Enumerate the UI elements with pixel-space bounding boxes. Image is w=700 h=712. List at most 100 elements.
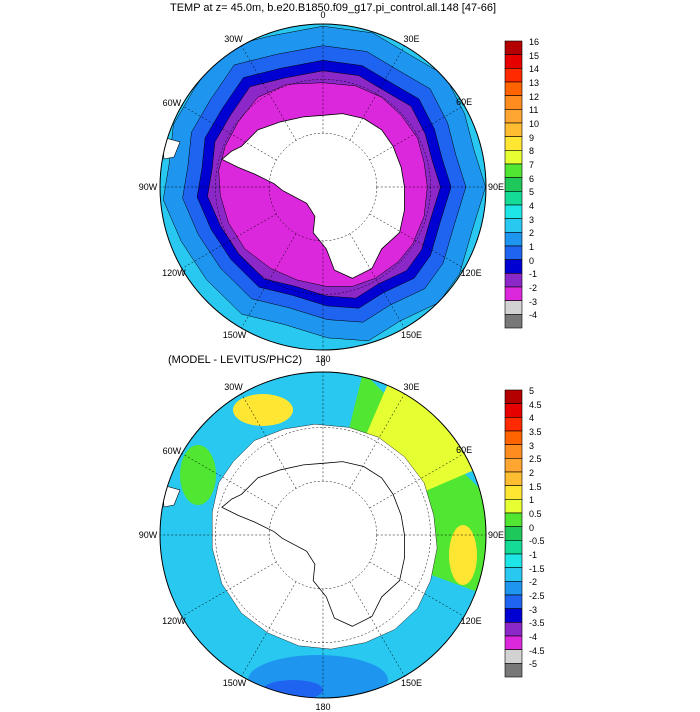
colorbar-box: [504, 54, 523, 69]
colorbar-label: -3.5: [529, 618, 545, 629]
colorbar-label: 5: [529, 187, 535, 198]
antarctica-coastline: [221, 461, 405, 627]
colorbar-box: [504, 526, 523, 541]
colorbar-box: [504, 567, 523, 582]
colorbar-box: [504, 204, 523, 219]
colorbar-label: 3: [529, 214, 535, 225]
longitude-label: 90W: [138, 182, 158, 192]
colorbar-box: [504, 95, 523, 110]
colorbar-box: [504, 512, 523, 527]
colorbar-label: 1.5: [529, 481, 542, 492]
colorbar: [504, 389, 523, 678]
colorbar-label: -2.5: [529, 591, 545, 601]
longitude-label: 30E: [403, 381, 420, 392]
colorbar-label: 4: [529, 413, 535, 424]
colorbar-label: -0.5: [529, 536, 545, 547]
colorbar-label: 11: [529, 105, 539, 116]
colorbar-box: [504, 177, 523, 192]
colorbar-label: 13: [529, 78, 540, 88]
colorbar-label: 5: [529, 386, 535, 396]
longitude-label: 60W: [162, 97, 182, 108]
ocean-field: [160, 372, 486, 698]
longitude-label: 120W: [162, 615, 186, 626]
colorbar-box: [504, 622, 523, 637]
colorbar-box: [504, 594, 523, 609]
longitude-label: 60E: [456, 444, 473, 455]
colorbar-label: 10: [529, 119, 540, 129]
colorbar-label: 12: [529, 91, 540, 102]
colorbar-label: 4: [529, 201, 535, 211]
longitude-label: 150W: [222, 330, 247, 341]
masked-ice-region: [212, 423, 438, 650]
colorbar-box: [504, 444, 523, 459]
colorbar-label: -4: [529, 632, 538, 642]
colorbar-box: [504, 136, 523, 151]
antarctica-land: [221, 113, 405, 279]
longitude-label: 120W: [162, 267, 186, 278]
colorbar-box: [504, 417, 523, 432]
graticule: [160, 24, 486, 350]
colorbar-label: 0.5: [529, 509, 542, 519]
longitude-label: 90E: [487, 530, 505, 540]
colorbar-label: 15: [529, 50, 540, 61]
map-border: [159, 23, 487, 351]
longitude-label: 150W: [222, 678, 247, 689]
longitude-label: 30W: [224, 33, 243, 44]
colorbar-label: 3: [529, 440, 535, 451]
colorbar-label: -5: [529, 659, 538, 670]
colorbar-label: -1.5: [529, 563, 545, 574]
colorbar-label: 2: [529, 228, 535, 239]
colorbar: [504, 40, 523, 329]
colorbar-box: [504, 649, 523, 664]
anomaly-region: [180, 445, 216, 505]
colorbar-box: [504, 389, 523, 404]
colorbar-label: -3: [529, 604, 538, 615]
colorbar-label: 9: [529, 132, 535, 143]
longitude-label: 30W: [224, 381, 243, 392]
colorbar-box: [504, 485, 523, 500]
colorbar-box: [504, 232, 523, 247]
colorbar-box: [504, 314, 523, 329]
longitude-label: 120E: [460, 615, 482, 626]
colorbar-box: [504, 109, 523, 124]
colorbar-box: [504, 608, 523, 623]
colorbar-box: [504, 553, 523, 568]
colorbar-box: [504, 68, 523, 83]
longitude-label: 60E: [456, 96, 473, 107]
longitude-label: 150E: [400, 678, 423, 689]
colorbar-label: 1: [529, 495, 535, 506]
colorbar-box: [504, 218, 523, 233]
colorbar-box: [504, 499, 523, 514]
longitude-label: 60W: [162, 445, 182, 456]
longitude-label: 120E: [460, 267, 482, 278]
colorbar-box: [504, 458, 523, 473]
colorbar-label: -3: [529, 296, 538, 307]
longitude-label: 90E: [487, 182, 505, 192]
colorbar-box: [504, 245, 523, 260]
colorbar-box: [504, 403, 523, 418]
colorbar-box: [504, 300, 523, 315]
map-border: [159, 371, 487, 699]
colorbar-label: 8: [529, 146, 535, 157]
colorbar-label: 14: [529, 64, 540, 75]
colorbar-box: [504, 581, 523, 596]
bottom-panel-title: (MODEL - LEVITUS/PHC2): [168, 354, 303, 366]
colorbar-box: [504, 259, 523, 274]
colorbar-label: -2: [529, 283, 538, 293]
colorbar-box: [504, 663, 523, 678]
colorbar-box: [504, 81, 523, 96]
colorbar-box: [504, 540, 523, 555]
colorbar-label: 0: [529, 255, 535, 266]
longitude-label: 180: [315, 354, 331, 364]
colorbar-box: [504, 471, 523, 486]
colorbar-label: 4.5: [529, 399, 542, 410]
colorbar-box: [504, 122, 523, 137]
longitude-label: 30E: [403, 33, 420, 44]
colorbar-box: [504, 163, 523, 178]
map-panel-difference: [159, 371, 523, 699]
colorbar-label: 3.5: [529, 427, 542, 437]
colorbar-label: -1: [529, 269, 538, 280]
colorbar-label: 0: [529, 522, 535, 533]
